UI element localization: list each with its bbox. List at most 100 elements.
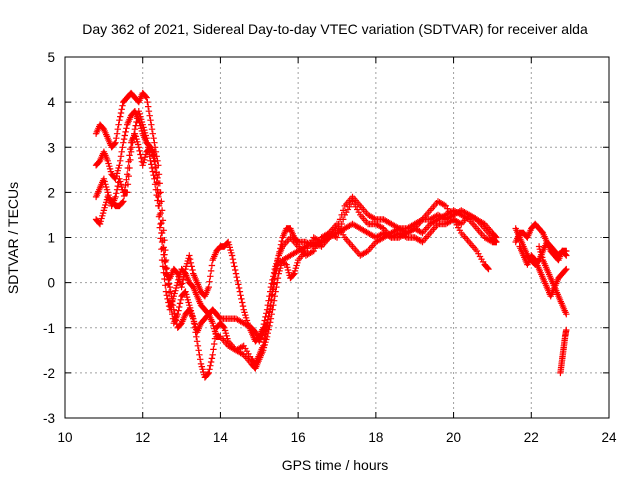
data-point	[274, 279, 281, 286]
data-point	[113, 130, 121, 137]
data-point	[126, 164, 133, 172]
data-point	[261, 335, 268, 342]
data-point	[147, 157, 154, 164]
data-point	[158, 246, 165, 253]
data-point	[97, 218, 104, 225]
data-point	[119, 199, 126, 206]
data-point	[196, 351, 203, 358]
x-tick-label: 20	[446, 430, 461, 445]
data-point	[158, 256, 166, 264]
data-point	[190, 320, 198, 327]
data-point	[133, 118, 140, 126]
data-point	[493, 238, 500, 246]
data-point	[336, 225, 344, 232]
data-point	[132, 122, 139, 129]
data-point	[260, 339, 268, 346]
data-point	[101, 178, 108, 185]
data-point	[182, 288, 189, 295]
data-point	[335, 229, 342, 237]
data-point	[191, 324, 198, 331]
data-point	[131, 126, 139, 133]
data-point	[205, 283, 212, 291]
data-point	[290, 271, 297, 278]
data-point	[114, 126, 121, 133]
data-point	[159, 245, 167, 252]
data-point	[176, 300, 184, 307]
data-point	[118, 148, 125, 155]
data-point	[193, 338, 201, 345]
data-point	[145, 148, 153, 155]
data-point	[156, 224, 163, 231]
data-point	[112, 139, 119, 146]
data-point	[152, 186, 160, 193]
data-point	[563, 265, 570, 273]
data-point	[563, 326, 570, 334]
data-point	[231, 263, 238, 270]
data-point	[340, 216, 347, 223]
y-tick-label: 2	[47, 185, 55, 200]
data-point	[151, 139, 158, 146]
data-point	[151, 181, 159, 188]
data-point	[151, 158, 159, 165]
data-point	[230, 259, 237, 266]
data-point	[233, 274, 240, 281]
data-point	[232, 270, 240, 277]
y-tick-label: 0	[47, 276, 55, 291]
data-point	[148, 121, 155, 128]
x-tick-label: 10	[57, 430, 72, 445]
data-point	[134, 141, 142, 148]
data-point	[129, 139, 136, 146]
data-point	[162, 282, 169, 289]
data-point	[147, 117, 154, 124]
data-point	[209, 351, 216, 358]
data-point	[120, 198, 127, 205]
data-point	[221, 324, 228, 331]
data-point	[195, 347, 202, 354]
y-tick-label: -1	[43, 321, 55, 336]
data-point	[123, 125, 130, 132]
series-track-f	[512, 220, 570, 259]
data-point	[153, 191, 160, 199]
data-point	[260, 320, 268, 328]
data-point	[270, 275, 278, 283]
x-tick-label: 16	[291, 430, 306, 445]
data-point	[112, 193, 119, 201]
data-point	[266, 308, 273, 315]
data-point	[121, 132, 128, 139]
data-point	[187, 259, 195, 266]
data-point	[164, 295, 171, 303]
x-tick-label: 14	[213, 430, 229, 445]
data-point	[125, 172, 132, 180]
data-point	[563, 252, 570, 259]
y-tick-label: -3	[43, 411, 55, 426]
data-point	[117, 178, 124, 185]
data-point	[158, 229, 165, 237]
data-point	[128, 144, 135, 151]
data-point	[228, 252, 236, 259]
data-point	[118, 106, 125, 113]
data-point	[211, 340, 218, 348]
data-point	[127, 156, 134, 164]
data-point	[119, 102, 126, 109]
x-axis-label: GPS time / hours	[282, 457, 389, 473]
data-point	[158, 219, 165, 227]
data-point	[333, 234, 341, 241]
series-track-h	[535, 243, 570, 318]
data-point	[232, 266, 239, 274]
data-point	[175, 307, 182, 314]
data-point	[152, 163, 160, 171]
data-point	[267, 297, 275, 304]
data-point	[113, 190, 120, 197]
y-tick-label: 3	[47, 140, 55, 155]
data-point	[136, 147, 143, 155]
data-point	[124, 189, 131, 196]
data-point	[159, 263, 167, 270]
data-point	[229, 256, 237, 263]
data-point	[270, 302, 277, 309]
data-point	[210, 346, 217, 353]
data-point	[116, 117, 123, 124]
data-point	[238, 295, 245, 303]
data-point	[563, 311, 570, 318]
data-point	[145, 144, 152, 151]
